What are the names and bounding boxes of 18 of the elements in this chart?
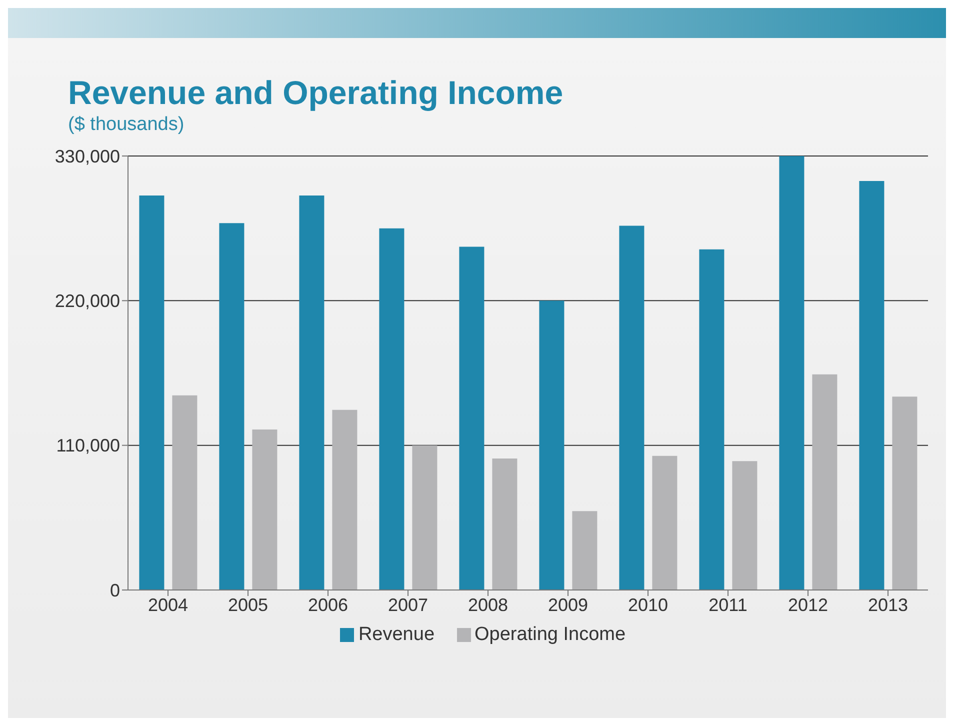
x-tick-label: 2005: [228, 594, 268, 615]
x-tick-label: 2007: [388, 594, 428, 615]
y-tick-label: 330,000: [54, 146, 120, 166]
chart-subtitle: ($ thousands): [68, 114, 186, 136]
y-tick-label: 0: [110, 580, 120, 600]
x-tick-label: 2008: [468, 594, 508, 615]
x-tick-label: 2006: [308, 594, 348, 615]
chart-title: Revenue and Operating Income: [68, 74, 564, 112]
legend-label: Operating Income: [474, 624, 626, 646]
legend-label: Revenue: [358, 624, 435, 646]
x-tick-label: 2011: [708, 594, 748, 615]
y-tick-label: 110,000: [56, 436, 120, 456]
x-tick-label: 2004: [148, 594, 188, 615]
x-tick-label: 2012: [788, 594, 828, 615]
x-tick-label: 2013: [868, 594, 908, 615]
x-tick-label: 2009: [548, 594, 588, 615]
y-tick-label: 220,000: [54, 291, 120, 312]
x-tick-label: 2010: [628, 594, 668, 615]
